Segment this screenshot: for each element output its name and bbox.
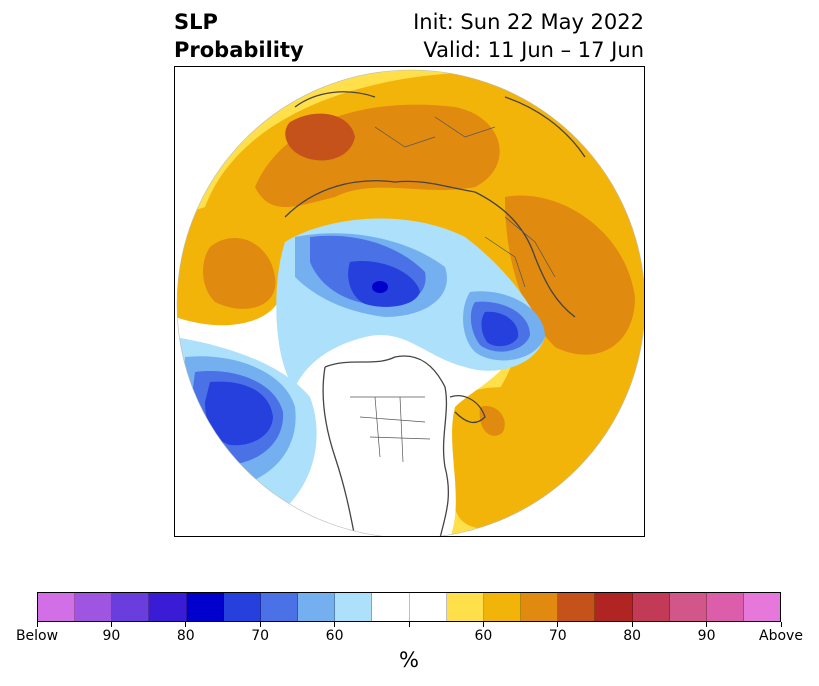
colorbar-segment xyxy=(298,593,336,621)
colorbar-tick-label: 90 xyxy=(697,628,716,644)
below-80-region-pacific xyxy=(205,381,273,446)
title-line-1: SLP xyxy=(174,10,218,34)
init-date: Init: Sun 22 May 2022 xyxy=(413,10,644,34)
colorbar-tick xyxy=(557,622,559,627)
colorbar-tick xyxy=(259,622,261,627)
colorbar-tick xyxy=(780,622,782,627)
colorbar-segment xyxy=(558,593,596,621)
map-canvas xyxy=(176,69,644,536)
probability-map xyxy=(174,66,645,537)
colorbar-tick xyxy=(631,622,633,627)
colorbar-tick-label: 70 xyxy=(548,628,567,644)
colorbar-tick-label: 60 xyxy=(325,628,344,644)
colorbar xyxy=(37,592,781,622)
colorbar-tick xyxy=(706,622,708,627)
colorbar-segment xyxy=(372,593,410,621)
colorbar-tick-label: 60 xyxy=(474,628,493,644)
title-line-2: Probability xyxy=(174,38,304,62)
colorbar-tick-label: Above xyxy=(759,628,803,644)
colorbar-tick xyxy=(482,622,484,627)
colorbar-segment xyxy=(446,593,484,621)
colorbar-segment xyxy=(595,593,633,621)
colorbar-tick xyxy=(408,622,410,627)
above-80-region-siberia xyxy=(285,113,355,161)
above-70-region-atlantic-small xyxy=(479,406,505,436)
above-70-region-europe xyxy=(505,195,635,355)
colorbar-segment xyxy=(149,593,187,621)
colorbar-segment xyxy=(669,593,707,621)
below-90-spot xyxy=(372,281,388,293)
coastlines xyxy=(284,91,586,536)
forecast-dates: Init: Sun 22 May 2022 Valid: 11 Jun – 17… xyxy=(413,8,644,64)
colorbar-tick xyxy=(334,622,336,627)
colorbar-segment xyxy=(75,593,113,621)
below-80-region-greenland xyxy=(481,311,519,347)
colorbar-tick-label: Below xyxy=(15,628,59,644)
colorbar-segment xyxy=(260,593,299,621)
colorbar-tick xyxy=(110,622,112,627)
colorbar-segment xyxy=(223,593,261,621)
colorbar-segment xyxy=(335,593,373,621)
colorbar-segment xyxy=(743,593,781,621)
colorbar-tick-label: 80 xyxy=(623,628,642,644)
colorbar-unit-label: % xyxy=(399,648,419,672)
colorbar-tick xyxy=(185,622,187,627)
colorbar-segment xyxy=(186,593,224,621)
colorbar-tick xyxy=(36,622,38,627)
above-70-region-pacific xyxy=(203,238,276,309)
map-title: SLP Probability xyxy=(174,8,304,64)
colorbar-segment xyxy=(706,593,744,621)
colorbar-segment xyxy=(632,593,670,621)
colorbar-tick-label: 80 xyxy=(176,628,195,644)
colorbar-tick-label: 70 xyxy=(251,628,270,644)
map-boundary xyxy=(176,69,644,536)
political-borders xyxy=(350,116,556,463)
colorbar-segment xyxy=(38,593,76,621)
valid-dates: Valid: 11 Jun – 17 Jun xyxy=(423,38,644,62)
colorbar-segment xyxy=(112,593,150,621)
colorbar-tick-label: 90 xyxy=(102,628,121,644)
colorbar-segment xyxy=(521,593,559,621)
colorbar-segment xyxy=(409,593,447,621)
colorbar-segment xyxy=(483,593,522,621)
